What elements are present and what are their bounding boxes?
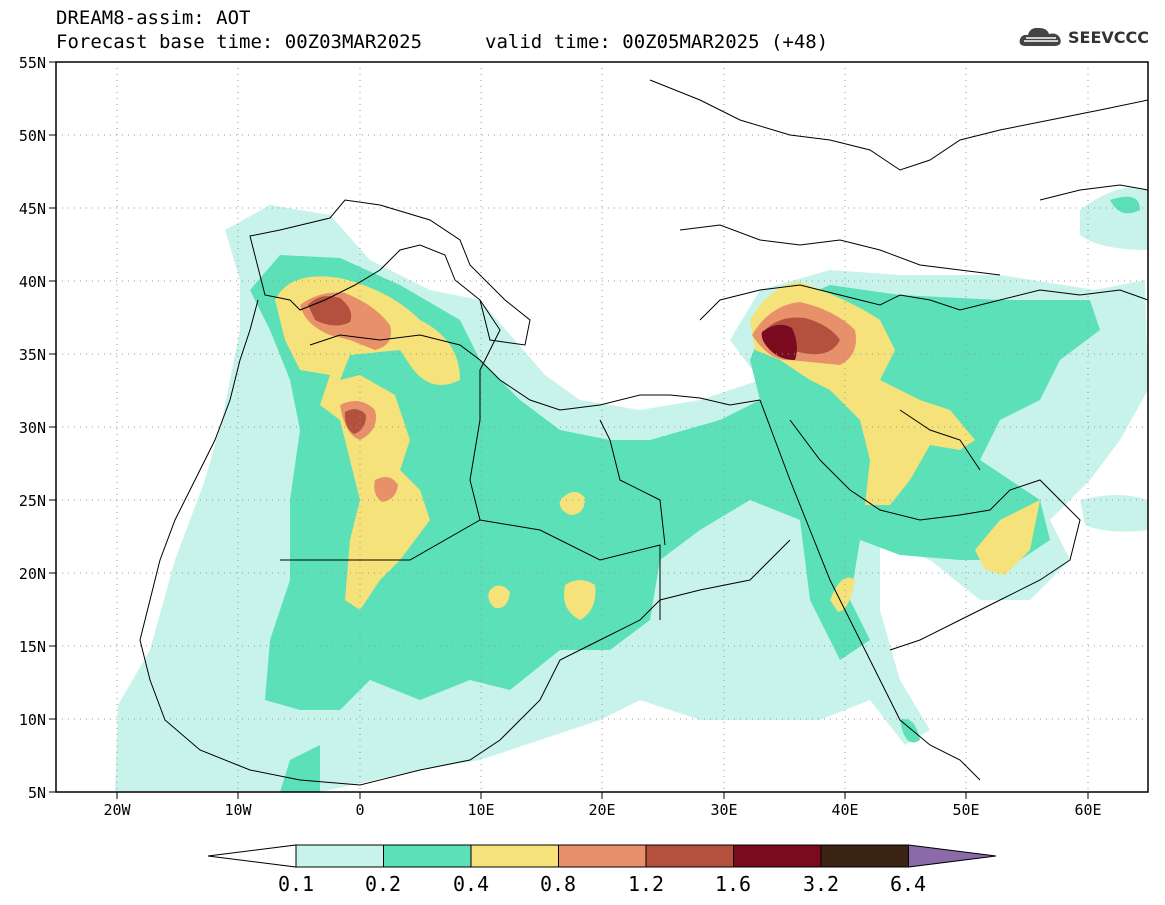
- lat-label: 10N: [19, 711, 46, 729]
- lat-label: 15N: [19, 638, 46, 656]
- colorbar-swatch: [470, 844, 559, 868]
- cloud-logo-icon: [1019, 27, 1061, 46]
- aot-band-0-2: [250, 196, 1140, 792]
- tick-marks: [49, 61, 1089, 799]
- colorbar-label: 6.4: [889, 872, 927, 896]
- valid-time: valid time: 00Z05MAR2025 (+48): [485, 31, 829, 53]
- lat-label: 30N: [19, 419, 46, 437]
- lon-label: 30E: [710, 801, 737, 819]
- lat-label: 50N: [19, 127, 46, 145]
- lon-label: 20E: [588, 801, 615, 819]
- colorbar-swatch: [733, 844, 822, 868]
- lat-label: 20N: [19, 565, 46, 583]
- colorbar: [207, 844, 997, 868]
- logo-text: SEEVCCC: [1068, 27, 1149, 47]
- colorbar-swatch: [645, 844, 734, 868]
- colorbar-swatch: [820, 844, 909, 868]
- colorbar-label: 1.2: [627, 872, 665, 896]
- lon-label: 10E: [467, 801, 494, 819]
- lat-label: 40N: [19, 273, 46, 291]
- colorbar-label: 0.2: [364, 872, 402, 896]
- lon-label: 20W: [103, 801, 131, 819]
- lat-label: 35N: [19, 346, 46, 364]
- lon-label: 0: [355, 801, 364, 819]
- lon-label: 40E: [831, 801, 858, 819]
- colorbar-label: 0.1: [277, 872, 315, 896]
- lat-label: 45N: [19, 200, 46, 218]
- colorbar-label: 0.4: [452, 872, 490, 896]
- graticule: [56, 62, 1148, 792]
- colorbar-label: 1.6: [714, 872, 752, 896]
- map-title: DREAM8-assim: AOT: [56, 7, 251, 29]
- longitude-labels: 20W 10W 0 10E 20E 30E 40E 50E 60E: [103, 801, 1101, 819]
- lon-label: 60E: [1074, 801, 1101, 819]
- latitude-labels: 55N 50N 45N 40N 35N 30N 25N 20N 15N 10N …: [19, 54, 46, 802]
- colorbar-high-arrow: [908, 844, 997, 868]
- colorbar-label: 0.8: [539, 872, 577, 896]
- lat-label: 55N: [19, 54, 46, 72]
- lon-label: 10W: [224, 801, 252, 819]
- lon-label: 50E: [952, 801, 979, 819]
- aot-band-1-6: [761, 324, 797, 360]
- lat-label: 5N: [28, 784, 46, 802]
- colorbar-swatch: [295, 844, 384, 868]
- lat-label: 25N: [19, 492, 46, 510]
- colorbar-swatch: [558, 844, 647, 868]
- colorbar-swatch: [383, 844, 472, 868]
- aot-field: [115, 187, 1148, 792]
- coastlines: [139, 79, 1148, 786]
- colorbar-low-arrow: [207, 844, 297, 868]
- forecast-base-time: Forecast base time: 00Z03MAR2025: [56, 31, 423, 53]
- colorbar-label: 3.2: [802, 872, 840, 896]
- seevccc-logo: SEEVCCC: [1018, 24, 1149, 50]
